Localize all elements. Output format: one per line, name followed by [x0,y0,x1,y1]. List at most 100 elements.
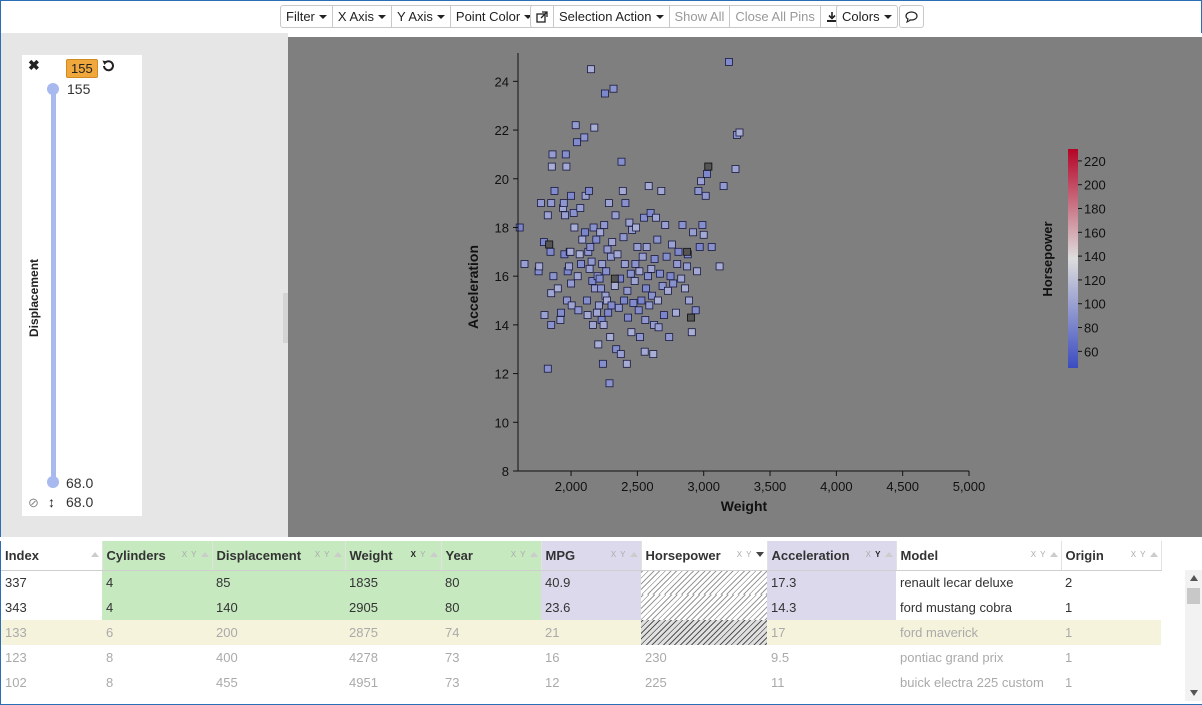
column-header-cylinders[interactable]: Cylinders X Y [102,541,213,571]
scatter-point[interactable] [691,306,700,315]
scatter-point[interactable] [640,347,649,356]
column-header-weight[interactable]: Weight X Y [345,541,442,571]
scatter-point[interactable] [631,260,640,268]
scatter-point[interactable] [600,221,609,229]
scatter-point[interactable] [658,281,667,290]
scatter-point[interactable] [606,252,615,261]
scatter-point[interactable] [567,301,576,310]
scatter-point[interactable] [587,65,595,74]
column-header-acceleration[interactable]: Acceleration X Y [767,541,897,571]
scatter-point[interactable] [594,340,603,349]
table-row[interactable]: 343 4 140 2905 80 23.6 14.3 ford mustang… [1,595,1161,620]
scatter-point[interactable] [596,284,605,293]
column-header-mpg[interactable]: MPG X Y [541,541,642,571]
scatter-point[interactable] [592,235,601,244]
scatter-point[interactable] [641,316,650,324]
scatter-point[interactable] [633,243,642,251]
scatter-point[interactable] [697,177,706,186]
scatter-point[interactable] [589,223,598,232]
scatter-point[interactable] [588,320,597,329]
scatter-point[interactable] [629,299,638,307]
reset-icon[interactable] [101,59,115,76]
scatter-point[interactable] [666,272,675,281]
scatter-point[interactable] [681,284,690,293]
range-lower-handle[interactable] [47,476,59,488]
scatter-point[interactable] [561,211,570,220]
scatter-point[interactable] [678,221,687,229]
scatter-point[interactable] [602,296,611,305]
scatter-point[interactable] [580,133,589,142]
filter-button[interactable]: Filter [280,5,333,28]
column-header-year[interactable]: Year X Y [441,541,542,571]
scatter-point[interactable] [606,333,615,342]
colors-button[interactable]: Colors [836,5,898,28]
scatter-point[interactable] [662,252,671,261]
column-header-index[interactable]: Index [1,541,103,571]
y-axis-button[interactable]: Y Axis [391,5,451,28]
scatter-point[interactable] [667,240,676,249]
scatter-point[interactable] [543,211,552,220]
scroll-thumb[interactable] [1187,588,1200,604]
scatter-point[interactable] [600,89,609,98]
scatter-point[interactable] [596,228,605,237]
range-track[interactable] [51,88,56,483]
scatter-point[interactable] [567,191,576,200]
scatter-point[interactable] [620,260,629,268]
scatter-point[interactable] [611,211,620,220]
table-row[interactable]: 102 8 455 4951 73 12 225 11 buick electr… [1,670,1161,695]
scatter-point[interactable] [608,238,617,247]
scatter-point[interactable] [701,191,710,200]
scatter-point[interactable] [644,272,652,281]
scatter-point[interactable] [603,245,612,254]
comment-button[interactable] [899,5,924,28]
scatter-point[interactable] [653,296,662,305]
scatter-point[interactable] [622,359,631,368]
scatter-point[interactable] [621,199,630,208]
scatter-point[interactable] [645,301,654,310]
scatter-point-missing[interactable] [704,162,713,171]
scatter-point[interactable] [653,235,662,244]
scatter-point[interactable] [610,281,619,290]
scatter-point[interactable] [557,308,566,317]
scatter-point[interactable] [535,262,544,271]
scatter-point[interactable] [677,274,686,283]
scatter-point[interactable] [616,350,625,359]
scatter-point[interactable] [607,301,616,310]
scatter-point[interactable] [546,247,555,256]
scatter-point[interactable] [590,123,599,132]
scatter-point[interactable] [630,277,639,285]
scatter-point[interactable] [613,250,622,259]
table-row-highlighted[interactable]: 133 6 200 2875 74 21 17 ford maverick 1 [1,620,1161,645]
ban-icon[interactable]: ⊘ [28,495,39,510]
scatter-point[interactable] [547,199,556,208]
scatter-point[interactable] [619,233,628,242]
scatter-point[interactable] [553,284,562,293]
scatter-point[interactable] [562,162,571,171]
scatter-point[interactable] [556,316,565,324]
scatter-point[interactable] [689,228,698,237]
table-row[interactable]: 123 8 400 4278 73 16 230 9.5 pontiac gra… [1,645,1161,670]
scatter-point[interactable] [536,199,545,208]
scatter-point[interactable] [581,228,589,237]
scatter-point[interactable] [646,208,655,217]
scroll-down-icon[interactable] [1190,690,1198,696]
scatter-point[interactable] [559,199,568,208]
scatter-point[interactable] [566,247,575,256]
scatter-point[interactable] [602,267,611,276]
scatter-point[interactable] [637,296,646,305]
scatter-point[interactable] [694,186,703,195]
scatter-point[interactable] [540,311,549,320]
scatter-point[interactable] [578,235,587,244]
x-axis-button[interactable]: X Axis [331,5,393,28]
scatter-point[interactable] [632,223,641,232]
scatter-point-missing[interactable] [683,247,692,256]
scatter-point[interactable] [587,257,596,266]
scatter-point[interactable] [549,272,558,281]
scatter-point[interactable] [576,204,585,212]
scatter-point[interactable] [735,128,744,137]
scatter-point[interactable] [687,328,696,337]
scatter-point[interactable] [655,269,664,278]
scatter-point[interactable] [695,243,704,251]
show-all-button[interactable]: Show All [668,5,731,28]
scatter-point[interactable] [592,308,601,317]
